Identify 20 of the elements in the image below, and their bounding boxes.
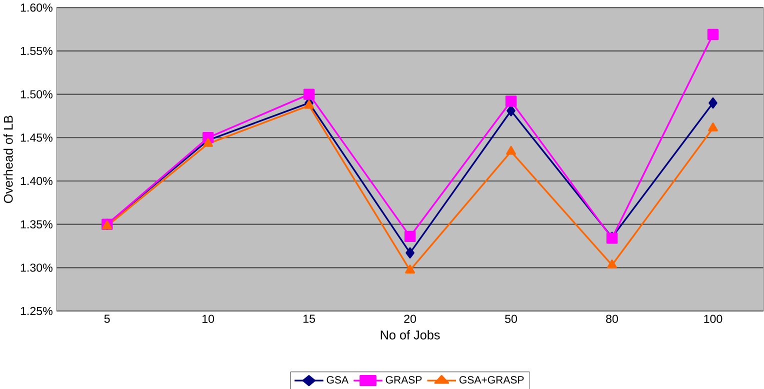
x-tick-label: 15 [303,314,316,323]
legend-label: GRASP [386,376,422,384]
y-tick-label: 1.50% [20,90,52,98]
legend-label: GSA [326,376,349,384]
x-tick-label: 50 [505,314,518,323]
legend-label: GSA+GRASP [460,376,524,384]
x-tick-label: 10 [202,314,214,323]
y-tick-label: 1.40% [20,176,52,185]
x-axis-title: No of Jobs [380,330,440,340]
y-tick-label: 1.25% [20,306,52,315]
x-tick-label: 5 [104,314,110,323]
x-tick-label: 80 [606,314,618,323]
y-axis-title: Overhead of LB [4,115,13,203]
y-tick-label: 1.55% [20,46,52,55]
y-tick-label: 1.35% [20,220,52,228]
x-tick-label: 100 [704,314,722,323]
y-tick-label: 1.30% [20,263,52,272]
x-tick-label: 20 [404,314,416,323]
y-tick-label: 1.60% [20,3,52,12]
y-tick-label: 1.45% [20,133,52,142]
